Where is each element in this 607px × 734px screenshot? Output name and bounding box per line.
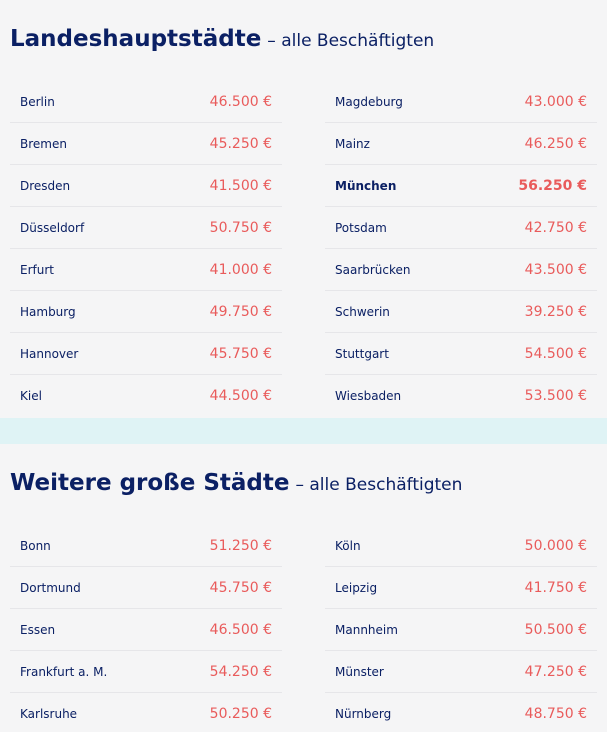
salary-row: Potsdam 42.750 €	[325, 207, 597, 249]
city-name: Potsdam	[335, 220, 387, 235]
section-divider	[0, 418, 607, 444]
salary-row: Köln 50.000 €	[325, 525, 597, 567]
salary-row: Frankfurt a. M. 54.250 €	[10, 651, 282, 693]
salary-row: Schwerin 39.250 €	[325, 291, 597, 333]
salary-value: 41.500 €	[209, 177, 272, 194]
city-name: Düsseldorf	[20, 220, 85, 235]
salary-value: 51.250 €	[209, 537, 272, 554]
salary-value: 48.750 €	[524, 705, 587, 722]
salary-value: 46.250 €	[524, 135, 587, 152]
salary-value: 43.000 €	[524, 93, 587, 110]
salary-columns: Berlin 46.500 € Bremen 45.250 € Dresden 41.50…	[10, 81, 597, 416]
salary-row: Dresden 41.500 €	[10, 165, 282, 207]
salary-value: 46.500 €	[209, 93, 272, 110]
salary-row: Essen 46.500 €	[10, 609, 282, 651]
salary-row: Kiel 44.500 €	[10, 375, 282, 416]
salary-row: Hamburg 49.750 €	[10, 291, 282, 333]
city-name: Essen	[20, 622, 56, 637]
city-name: Köln	[335, 538, 361, 553]
city-name: Bremen	[20, 136, 67, 151]
city-name: Mainz	[335, 136, 370, 151]
city-name: Bonn	[20, 538, 51, 553]
left-column: Berlin 46.500 € Bremen 45.250 € Dresden 41.50…	[10, 81, 282, 416]
salary-row: Karlsruhe 50.250 €	[10, 693, 282, 734]
salary-value: 53.500 €	[524, 387, 587, 404]
salary-row: Stuttgart 54.500 €	[325, 333, 597, 375]
city-name: Schwerin	[335, 304, 390, 319]
salary-row: Saarbrücken 43.500 €	[325, 249, 597, 291]
salary-row: Münster 47.250 €	[325, 651, 597, 693]
salary-row: München 56.250 €	[325, 165, 597, 207]
salary-value: 44.500 €	[209, 387, 272, 404]
city-name: Dresden	[20, 178, 71, 193]
salary-row: Bremen 45.250 €	[10, 123, 282, 165]
salary-row: Magdeburg 43.000 €	[325, 81, 597, 123]
salary-value: 49.750 €	[209, 303, 272, 320]
salary-value: 50.000 €	[524, 537, 587, 554]
section-subtitle: – alle Beschäftigten	[295, 475, 463, 495]
salary-value: 45.250 €	[209, 135, 272, 152]
city-name: München	[335, 178, 397, 193]
salary-value: 43.500 €	[524, 261, 587, 278]
salary-row: Bonn 51.250 €	[10, 525, 282, 567]
salary-value: 54.250 €	[209, 663, 272, 680]
city-name: Wiesbaden	[335, 388, 402, 403]
city-name: Leipzig	[335, 580, 378, 595]
city-name: Hannover	[20, 346, 79, 361]
city-name: Nürnberg	[335, 706, 392, 721]
section-title-main: Landeshauptstädte	[10, 26, 262, 52]
section-title: Weitere große Städte – alle Beschäftigten	[10, 444, 597, 495]
city-name: Karlsruhe	[20, 706, 78, 721]
right-column: Magdeburg 43.000 € Mainz 46.250 € München 56.…	[325, 81, 597, 416]
salary-row: Erfurt 41.000 €	[10, 249, 282, 291]
other-cities-section: Weitere große Städte – alle Beschäftigten…	[0, 444, 607, 732]
city-name: Kiel	[20, 388, 42, 403]
section-title-main: Weitere große Städte	[10, 470, 290, 496]
salary-value: 50.250 €	[209, 705, 272, 722]
salary-row: Dortmund 45.750 €	[10, 567, 282, 609]
salary-value: 50.500 €	[524, 621, 587, 638]
city-name: Berlin	[20, 94, 55, 109]
salary-row: Mainz 46.250 €	[325, 123, 597, 165]
salary-row: Leipzig 41.750 €	[325, 567, 597, 609]
salary-row: Mannheim 50.500 €	[325, 609, 597, 651]
salary-row: Berlin 46.500 €	[10, 81, 282, 123]
city-name: Hamburg	[20, 304, 76, 319]
right-column: Köln 50.000 € Leipzig 41.750 € Mannheim 50.50…	[325, 525, 597, 734]
salary-value: 42.750 €	[524, 219, 587, 236]
salary-columns: Bonn 51.250 € Dortmund 45.750 € Essen 46.500 …	[10, 525, 597, 734]
city-name: Mannheim	[335, 622, 398, 637]
section-subtitle: – alle Beschäftigten	[267, 31, 435, 51]
salary-value: 50.750 €	[209, 219, 272, 236]
city-name: Erfurt	[20, 262, 54, 277]
capitals-section: Landeshauptstädte – alle Beschäftigten Be…	[10, 0, 597, 416]
salary-value: 41.750 €	[524, 579, 587, 596]
salary-value: 45.750 €	[209, 579, 272, 596]
city-name: Stuttgart	[335, 346, 389, 361]
salary-row: Hannover 45.750 €	[10, 333, 282, 375]
salary-row: Düsseldorf 50.750 €	[10, 207, 282, 249]
city-name: Saarbrücken	[335, 262, 411, 277]
salary-row: Nürnberg 48.750 €	[325, 693, 597, 734]
city-name: Münster	[335, 664, 384, 679]
salary-value: 46.500 €	[209, 621, 272, 638]
salary-value: 45.750 €	[209, 345, 272, 362]
salary-value: 56.250 €	[518, 177, 587, 194]
salary-value: 39.250 €	[524, 303, 587, 320]
left-column: Bonn 51.250 € Dortmund 45.750 € Essen 46.500 …	[10, 525, 282, 734]
city-name: Dortmund	[20, 580, 81, 595]
salary-row: Wiesbaden 53.500 €	[325, 375, 597, 416]
city-name: Frankfurt a. M.	[20, 664, 108, 679]
salary-value: 54.500 €	[524, 345, 587, 362]
city-name: Magdeburg	[335, 94, 403, 109]
salary-value: 47.250 €	[524, 663, 587, 680]
section-title: Landeshauptstädte – alle Beschäftigten	[10, 0, 597, 51]
salary-value: 41.000 €	[209, 261, 272, 278]
